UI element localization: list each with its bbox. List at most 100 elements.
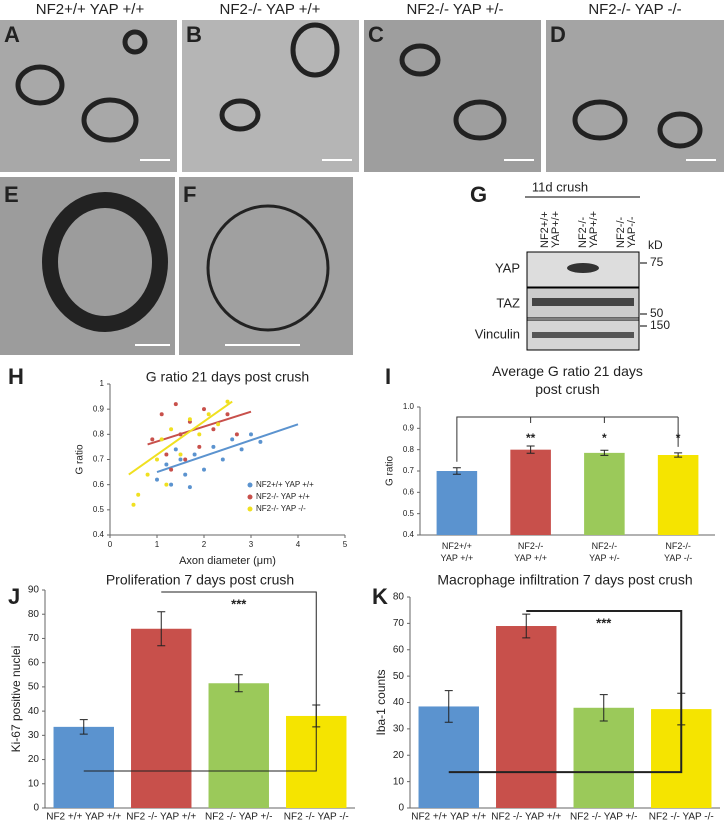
blot-marker: 75 xyxy=(650,255,664,269)
error-bar xyxy=(522,613,531,639)
scatter-point xyxy=(202,467,206,472)
x-axis-label: Axon diameter (μm) xyxy=(179,555,276,567)
error-bar xyxy=(600,449,609,456)
myelin-rings xyxy=(15,22,703,332)
em-image xyxy=(0,20,177,172)
x-tick-label: 2 xyxy=(202,540,207,549)
chart-title: Macrophage infiltration 7 days post crus… xyxy=(437,572,692,588)
x-tick-label: NF2+/+ YAP +/+ xyxy=(441,541,474,563)
legend-marker xyxy=(247,482,253,488)
panel-letter: C xyxy=(368,22,384,47)
em-image xyxy=(546,20,724,172)
y-tick-label: 1.0 xyxy=(403,402,415,411)
y-tick-label: 20 xyxy=(28,754,40,765)
scatter-point xyxy=(173,402,178,407)
blot-band xyxy=(532,298,634,306)
legend-label: NF2-/- YAP -/- xyxy=(256,504,306,513)
y-axis-label: G ratio xyxy=(385,456,396,486)
scatter-point xyxy=(187,417,192,422)
blot-marker: 50 xyxy=(650,306,664,320)
error-bar xyxy=(599,694,608,722)
error-bar xyxy=(526,445,535,454)
scatter-point xyxy=(169,427,174,432)
y-tick-label: 0.6 xyxy=(403,487,415,496)
error-bar xyxy=(452,467,461,475)
blot-row: Vinculin xyxy=(475,326,520,341)
scale-bars xyxy=(135,159,716,346)
panel-letter: A xyxy=(4,22,20,47)
legend-marker xyxy=(247,494,253,500)
error-bar xyxy=(444,690,453,723)
y-tick-label: 1 xyxy=(100,379,105,388)
bar xyxy=(510,449,551,535)
y-axis-label: Iba-1 counts xyxy=(374,669,388,735)
scatter-point xyxy=(169,482,174,487)
y-tick-label: 0.9 xyxy=(403,423,415,432)
scatter-point xyxy=(183,457,188,462)
y-tick-label: 0.5 xyxy=(93,505,105,514)
y-tick-label: 60 xyxy=(28,657,40,668)
x-tick-label: NF2-/-YAP +/- xyxy=(589,541,619,563)
x-tick-label: NF2 -/- YAP -/- xyxy=(284,812,349,823)
y-tick-label: 50 xyxy=(393,671,405,682)
bar xyxy=(53,726,114,808)
scatter-point xyxy=(258,439,263,444)
error-bar xyxy=(79,719,88,735)
bar xyxy=(208,683,269,808)
error-bar xyxy=(157,611,166,647)
y-tick-label: 30 xyxy=(28,730,40,741)
x-tick-label: 4 xyxy=(296,540,301,549)
y-tick-label: 50 xyxy=(28,682,40,693)
scatter-point xyxy=(202,407,206,412)
panel-letter: K xyxy=(372,584,388,609)
blot-row: YAP xyxy=(495,260,520,275)
error-bar xyxy=(234,674,243,693)
scatter-point xyxy=(145,472,150,477)
bar xyxy=(584,452,625,535)
significance-label: * xyxy=(676,431,681,445)
scatter-point xyxy=(159,437,164,442)
x-tick-label: NF2 -/- YAP +/- xyxy=(205,812,273,823)
panel-letter: F xyxy=(183,182,196,207)
scatter-point xyxy=(211,444,216,449)
y-tick-label: 70 xyxy=(393,618,405,629)
em-image xyxy=(182,20,359,172)
x-tick-label: NF2 +/+ YAP +/+ xyxy=(411,812,486,823)
panel-letter: B xyxy=(186,22,202,47)
y-tick-label: 0.8 xyxy=(93,429,105,438)
significance-bracket xyxy=(456,416,679,462)
chart-title: Average G ratio 21 days post crush xyxy=(492,363,643,397)
significance-bracket xyxy=(448,610,683,774)
panel-letter: E xyxy=(4,182,19,207)
scatter-point xyxy=(164,452,169,457)
scatter-point xyxy=(230,437,235,442)
blot-band xyxy=(532,332,634,338)
bar xyxy=(418,706,479,808)
x-tick-label: NF2 -/- YAP -/- xyxy=(649,812,714,823)
scatter-point xyxy=(169,467,174,472)
scatter-point xyxy=(225,412,230,417)
y-tick-label: 80 xyxy=(28,609,40,620)
panel-header: NF2+/+ YAP +/+ xyxy=(36,1,145,18)
significance-bracket xyxy=(83,591,317,772)
em-images xyxy=(0,20,724,355)
bar xyxy=(496,626,557,808)
panel-letter: I xyxy=(385,364,391,389)
blot-row: TAZ xyxy=(496,295,520,310)
chart-title: G ratio 21 days post crush xyxy=(146,369,309,385)
scatter-point xyxy=(178,452,183,457)
panel-letter: G xyxy=(470,182,487,207)
y-tick-label: 60 xyxy=(393,644,405,655)
y-tick-label: 80 xyxy=(393,592,405,603)
significance-label: *** xyxy=(596,615,612,630)
panel-letter: J xyxy=(8,584,20,609)
blot-lane: NF2-/-YAP-/- xyxy=(615,216,638,248)
panel-header: NF2-/- YAP -/- xyxy=(588,1,681,18)
scatter-point xyxy=(197,432,202,437)
panel-letter: H xyxy=(8,364,24,389)
chart-title: Proliferation 7 days post crush xyxy=(106,572,294,588)
scatter-point xyxy=(164,482,169,487)
panel-letter: D xyxy=(550,22,566,47)
y-tick-label: 0.9 xyxy=(93,404,105,413)
y-tick-label: 0.7 xyxy=(403,466,415,475)
